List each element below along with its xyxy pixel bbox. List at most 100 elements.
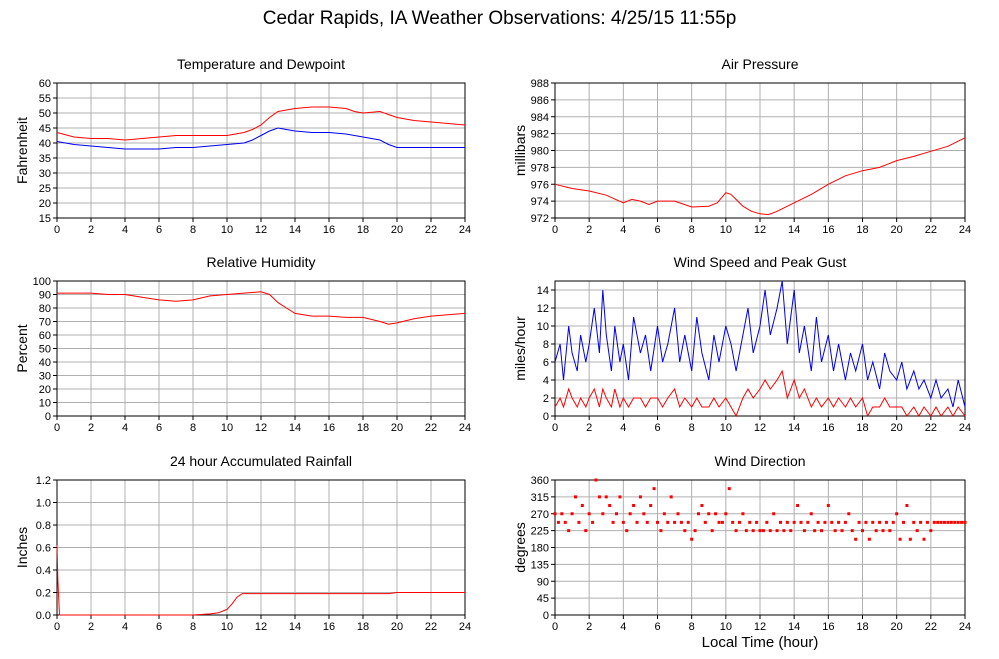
- direction-point-0-110: [929, 529, 933, 533]
- pressure-ytick-label: 974: [531, 196, 549, 208]
- direction-point-0-82: [833, 529, 837, 533]
- direction-point-0-89: [857, 520, 861, 524]
- figure-title: Cedar Rapids, IA Weather Observations: 4…: [262, 8, 737, 29]
- rain-xtick-label: 16: [323, 621, 335, 633]
- direction-point-0-4: [567, 529, 571, 533]
- direction-point-0-32: [662, 512, 666, 516]
- direction-point-0-34: [669, 495, 673, 499]
- direction-point-0-13: [597, 495, 601, 499]
- humidity-ytick-label: 70: [39, 317, 51, 329]
- direction-point-0-99: [891, 520, 895, 524]
- wind-xtick-label: 24: [959, 422, 971, 434]
- humidity-ytick-label: 20: [39, 384, 51, 396]
- pressure-ytick-label: 982: [531, 129, 549, 141]
- direction-ytick-label: 360: [531, 475, 549, 487]
- pressure-ytick-label: 976: [531, 179, 549, 191]
- direction-point-0-31: [659, 529, 663, 533]
- direction-point-0-0: [553, 512, 557, 516]
- humidity-ytick-label: 30: [39, 371, 51, 383]
- wind-xtick-label: 0: [552, 422, 558, 434]
- direction-point-0-44: [703, 520, 707, 524]
- direction-xtick-label: 10: [720, 621, 732, 633]
- humidity-ytick-label: 50: [39, 344, 51, 356]
- direction-xtick-label: 20: [891, 621, 903, 633]
- direction-point-0-43: [700, 504, 704, 507]
- direction-point-0-33: [666, 520, 670, 524]
- direction-point-0-116: [949, 520, 953, 524]
- direction-point-0-92: [867, 537, 871, 541]
- wind-xtick-label: 8: [689, 422, 695, 434]
- wind-xtick-label: 4: [620, 422, 626, 434]
- direction-ytick-label: 0: [543, 610, 549, 622]
- direction-point-0-80: [826, 504, 830, 507]
- rain-ylabel: Inches: [14, 527, 30, 568]
- pressure-xtick-label: 22: [925, 224, 937, 236]
- direction-point-0-22: [628, 512, 632, 516]
- temp-xtick-label: 10: [221, 224, 233, 236]
- humidity-ytick-label: 40: [39, 357, 51, 369]
- humidity-xtick-label: 0: [54, 422, 60, 434]
- pressure-xtick-label: 10: [720, 224, 732, 236]
- pressure-xtick-label: 18: [856, 224, 868, 236]
- rain-xtick-label: 4: [122, 621, 128, 633]
- humidity-xtick-label: 10: [221, 422, 233, 434]
- temp-ytick-label: 55: [39, 93, 51, 105]
- humidity-xtick-label: 16: [323, 422, 335, 434]
- direction-point-0-71: [796, 504, 800, 507]
- direction-point-0-29: [652, 487, 656, 491]
- direction-point-0-47: [714, 512, 718, 516]
- pressure-ytick-label: 986: [531, 95, 549, 107]
- direction-point-0-2: [560, 512, 564, 516]
- temp-ytick-label: 45: [39, 123, 51, 135]
- direction-point-0-108: [922, 537, 926, 541]
- direction-point-0-96: [881, 529, 885, 533]
- direction-point-0-20: [621, 520, 625, 524]
- direction-point-0-15: [604, 495, 608, 499]
- direction-point-0-60: [758, 529, 762, 533]
- direction-point-0-91: [864, 520, 868, 524]
- direction-point-0-16: [608, 504, 612, 507]
- pressure-ytick-label: 978: [531, 162, 549, 174]
- direction-point-0-45: [707, 512, 711, 516]
- direction-point-0-41: [693, 529, 697, 533]
- direction-point-0-40: [690, 537, 694, 541]
- humidity-title: Relative Humidity: [207, 254, 316, 270]
- direction-point-0-64: [772, 512, 776, 516]
- temp-ytick-label: 30: [39, 168, 51, 180]
- humidity-ytick-label: 100: [33, 276, 51, 288]
- wind-xtick-label: 6: [654, 422, 660, 434]
- direction-point-0-100: [895, 512, 899, 516]
- humidity-series-red-line: [57, 291, 466, 325]
- rain-xtick-label: 0: [54, 621, 60, 633]
- direction-point-0-39: [686, 520, 690, 524]
- pressure-xtick-label: 8: [689, 224, 695, 236]
- direction-point-0-97: [884, 520, 888, 524]
- pressure-xtick-label: 6: [654, 224, 660, 236]
- direction-point-0-104: [908, 537, 912, 541]
- direction-point-0-84: [840, 529, 844, 533]
- direction-point-0-11: [591, 520, 595, 524]
- wind-title: Wind Speed and Peak Gust: [674, 254, 847, 270]
- direction-point-0-65: [775, 529, 779, 533]
- humidity-xtick-label: 8: [190, 422, 196, 434]
- direction-point-0-57: [748, 520, 752, 524]
- temp-xtick-label: 6: [156, 224, 162, 236]
- humidity-xtick-label: 12: [255, 422, 267, 434]
- temp-series-blue-line: [56, 127, 465, 150]
- rain-xtick-label: 2: [88, 621, 94, 633]
- direction-ytick-label: 135: [531, 559, 549, 571]
- temp-ytick-label: 25: [39, 183, 51, 195]
- direction-point-0-6: [574, 495, 577, 499]
- direction-point-0-70: [792, 520, 796, 524]
- direction-point-0-66: [779, 520, 782, 524]
- direction-point-0-1: [556, 520, 560, 524]
- direction-xtick-label: 14: [788, 621, 800, 633]
- temp-xtick-label: 22: [425, 224, 437, 236]
- direction-xtick-label: 22: [925, 621, 937, 633]
- temp-ytick-label: 60: [39, 78, 51, 90]
- temp-ytick-label: 35: [39, 153, 51, 165]
- direction-point-0-119: [960, 520, 964, 524]
